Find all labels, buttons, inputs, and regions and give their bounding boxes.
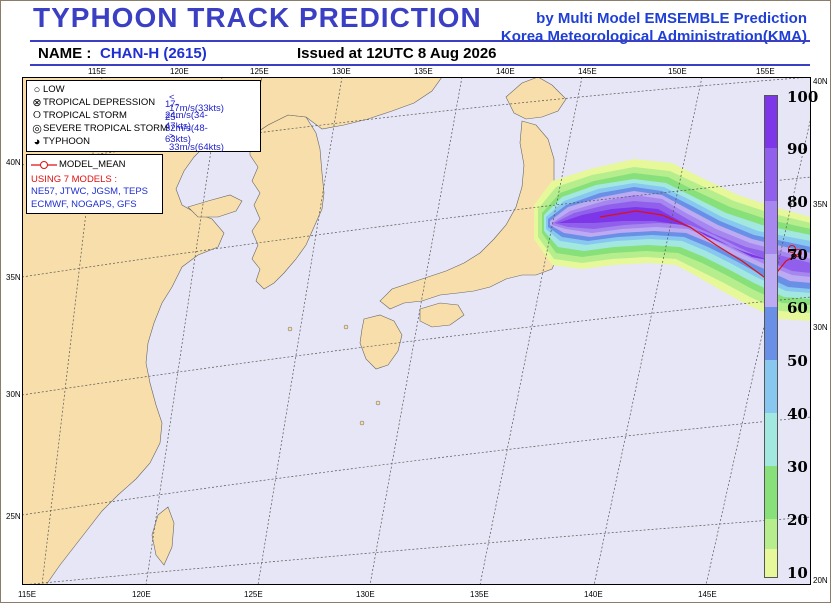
name-label: NAME : bbox=[38, 45, 92, 62]
island-small-4 bbox=[359, 420, 365, 426]
lon-label-top: 150E bbox=[668, 67, 687, 76]
lon-label-top: 120E bbox=[170, 67, 189, 76]
lon-label-bottom: 115E bbox=[18, 590, 37, 599]
lat-label-right: 35N bbox=[813, 200, 828, 209]
colorbar-label: 50 bbox=[787, 352, 808, 370]
page-title: TYPHOON TRACK PREDICTION bbox=[33, 2, 482, 33]
shikoku-island bbox=[419, 302, 465, 328]
lon-label-top: 130E bbox=[332, 67, 351, 76]
typhoon-name: CHAN-H (2615) bbox=[100, 45, 207, 62]
lat-label-left: 25N bbox=[6, 512, 21, 521]
models-list-1: NE57, JTWC, JGSM, TEPS bbox=[31, 186, 149, 197]
lon-label-top: 140E bbox=[496, 67, 515, 76]
lon-label-bottom: 140E bbox=[584, 590, 603, 599]
severe-tropical-storm-icon: ◎ bbox=[32, 123, 42, 135]
island-small-3 bbox=[375, 400, 381, 406]
lat-label-left: 35N bbox=[6, 273, 21, 282]
legend-value: 17-24m/s(34-47kts) bbox=[165, 99, 208, 132]
models-list-2: ECMWF, NOGAPS, GFS bbox=[31, 199, 137, 210]
header-rule-bottom bbox=[30, 64, 810, 66]
taiwan-island bbox=[151, 506, 175, 566]
model-mean-track: ๑ bbox=[599, 210, 802, 282]
colorbar-label: 70 bbox=[787, 246, 808, 264]
lat-label-right: 20N bbox=[813, 576, 828, 585]
island-small-2 bbox=[343, 324, 349, 330]
colorbar-label: 60 bbox=[787, 299, 808, 317]
colorbar-label: 100 bbox=[787, 88, 819, 106]
colorbar-label: 40 bbox=[787, 405, 808, 423]
lon-label-top: 125E bbox=[250, 67, 269, 76]
legend-label: LOW bbox=[43, 84, 65, 95]
model-legend: MODEL_MEAN USING 7 MODELS : NE57, JTWC, … bbox=[26, 154, 163, 214]
colorbar-label: 80 bbox=[787, 193, 808, 211]
model-mean-label: MODEL_MEAN bbox=[59, 159, 126, 170]
lon-label-bottom: 145E bbox=[698, 590, 717, 599]
legend-label: TYPHOON bbox=[43, 136, 90, 147]
track-map: ๑ bbox=[22, 77, 811, 585]
lon-label-bottom: 135E bbox=[470, 590, 489, 599]
tropical-storm-icon: ୦ bbox=[33, 109, 41, 121]
issued-time: Issued at 12UTC 8 Aug 2026 bbox=[297, 45, 497, 62]
lon-label-bottom: 120E bbox=[132, 590, 151, 599]
low-icon: ○ bbox=[33, 83, 41, 96]
intensity-legend: ○ LOW ⊗ TROPICAL DEPRESSION < 17m/s(33kt… bbox=[26, 80, 261, 153]
lat-label-left: 40N bbox=[6, 158, 21, 167]
legend-label: SEVERE TROPICAL STORM bbox=[43, 123, 168, 134]
legend-value: < 17m/s(33kts) bbox=[169, 91, 224, 114]
legend-label: TROPICAL DEPRESSION bbox=[43, 97, 156, 108]
colorbar-label: 20 bbox=[787, 511, 808, 529]
island-small-1 bbox=[287, 326, 293, 332]
track-point-1 bbox=[788, 245, 796, 253]
lon-label-bottom: 125E bbox=[244, 590, 263, 599]
korean-peninsula bbox=[249, 114, 325, 290]
tropical-depression-icon: ⊗ bbox=[32, 97, 42, 109]
lat-label-right: 40N bbox=[813, 77, 828, 86]
lon-label-bottom: 130E bbox=[356, 590, 375, 599]
typhoon-symbol-icon: ๑ bbox=[790, 248, 798, 262]
lon-label-top: 145E bbox=[578, 67, 597, 76]
legend-value: 25-32m/s(48-63kts) bbox=[165, 112, 208, 145]
lon-label-top: 115E bbox=[88, 67, 107, 76]
using-models-label: USING 7 MODELS : bbox=[31, 174, 118, 185]
colorbar-label: 90 bbox=[787, 140, 808, 158]
colorbar-label: 10 bbox=[787, 564, 808, 582]
model-mean-line-icon bbox=[31, 160, 57, 169]
hokkaido bbox=[505, 77, 567, 120]
lat-label-right: 30N bbox=[813, 323, 828, 332]
probability-swath bbox=[534, 159, 811, 321]
lon-label-top: 155E bbox=[756, 67, 775, 76]
lat-label-left: 30N bbox=[6, 390, 21, 399]
legend-label: TROPICAL STORM bbox=[43, 110, 127, 121]
track-point-2 bbox=[794, 249, 802, 257]
typhoon-icon: ◕ bbox=[33, 135, 41, 148]
producer-line1: by Multi Model EMSEMBLE Prediction bbox=[536, 10, 807, 27]
lon-label-top: 135E bbox=[414, 67, 433, 76]
kyushu-island bbox=[359, 314, 403, 370]
legend-value: > 33m/s(64kts) bbox=[169, 130, 224, 153]
colorbar-label: 30 bbox=[787, 458, 808, 476]
probability-colorbar bbox=[764, 95, 778, 578]
producer-line2: Korea Meteorological Administration(KMA) bbox=[500, 28, 807, 45]
header-rule-top bbox=[30, 40, 810, 42]
